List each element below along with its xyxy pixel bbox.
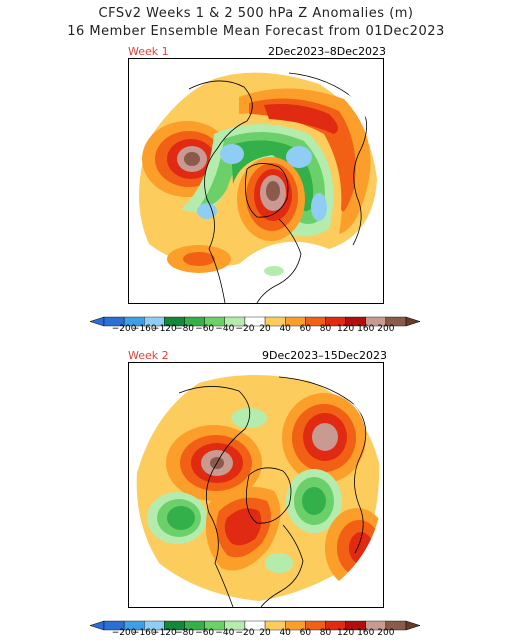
colorbar-tick-label: 80 [319, 324, 332, 334]
coastline [188, 80, 253, 303]
colorbar-tick-label: 40 [279, 628, 291, 638]
coastline [178, 386, 251, 607]
colorbar-week2: −200 −160 −120 −80 −60 −40 −20 20 40 60 80 120 160 20… [89, 616, 421, 642]
positive-anomaly-region [183, 252, 215, 266]
colorbar-tick-label: −120 [152, 628, 177, 638]
negative-anomaly-region [167, 506, 195, 530]
colorbar-tick-label: −200 [111, 628, 137, 638]
negative-anomaly-region [311, 193, 327, 221]
colorbar-tick-label: 160 [357, 628, 375, 638]
negative-anomaly-region [302, 487, 326, 515]
colorbar-tick-label: 40 [279, 324, 291, 334]
colorbar-arrow-high [405, 316, 421, 327]
colorbar-tick-label: 120 [337, 628, 355, 638]
chart-title-line2: 16 Member Ensemble Mean Forecast from 01… [67, 24, 445, 39]
coastline [256, 218, 302, 303]
colorbar-tick-label: 20 [259, 324, 271, 334]
colorbar-tick-label: −60 [195, 324, 215, 334]
colorbar-tick-label: −60 [195, 628, 215, 638]
negative-anomaly-region [220, 144, 244, 164]
colorbar-arrow-high [405, 620, 421, 631]
positive-anomaly-region [184, 152, 200, 166]
colorbar-tick-label: −20 [235, 628, 255, 638]
negative-anomaly-region [197, 203, 217, 219]
week1-date-range: 2Dec2023–8Dec2023 [268, 45, 387, 58]
week2-label: Week 2 [128, 349, 169, 362]
coastline [260, 524, 304, 607]
colorbar-swatches [89, 316, 421, 327]
colorbar-tick-label: −80 [175, 628, 195, 638]
negative-anomaly-region [265, 553, 293, 573]
colorbar-tick-label: 80 [319, 628, 332, 638]
colorbar-tick-label: 60 [299, 628, 312, 638]
coastline [278, 376, 367, 554]
positive-anomaly-region [349, 532, 373, 564]
colorbar-tick-label: −20 [235, 324, 255, 334]
week1-anomaly-map [128, 58, 384, 304]
colorbar-tick-labels: −200 −160 −120 −80 −60 −40 −20 20 40 60 80 120 160 20… [90, 628, 420, 640]
positive-anomaly-region [266, 181, 280, 201]
coastline [288, 72, 367, 246]
week2-date-range: 9Dec2023–15Dec2023 [262, 349, 388, 362]
colorbar-tick-label: −80 [175, 324, 195, 334]
colorbar-tick-labels: −200 −160 −120 −80 −60 −40 −20 20 40 60 80 120 160 20… [90, 324, 420, 336]
colorbar-tick-label: 20 [259, 628, 271, 638]
colorbar-tick-label: −40 [215, 324, 235, 334]
colorbar-tick-label: 200 [377, 324, 395, 334]
negative-anomaly-region [264, 266, 284, 276]
colorbar-swatches [89, 620, 421, 631]
week2-anomaly-map [128, 362, 384, 608]
colorbar-tick-label: −200 [111, 324, 137, 334]
colorbar-tick-label: −120 [152, 324, 177, 334]
coastline [245, 467, 292, 524]
colorbar-tick-label: 200 [377, 628, 395, 638]
colorbar-week1: −200 −160 −120 −80 −60 −40 −20 20 40 60 80 120 160 20… [89, 312, 421, 338]
colorbar-tick-label: 60 [299, 324, 312, 334]
colorbar-tick-label: 160 [357, 324, 375, 334]
chart-title-line1: CFSv2 Weeks 1 & 2 500 hPa Z Anomalies (m… [98, 6, 414, 21]
colorbar-tick-label: −160 [131, 324, 157, 334]
coastline [244, 163, 289, 218]
colorbar-tick-label: −40 [215, 628, 235, 638]
positive-anomaly-region [312, 423, 338, 451]
colorbar-tick-label: −160 [131, 628, 157, 638]
colorbar-tick-label: 120 [337, 324, 355, 334]
negative-anomaly-region [286, 146, 312, 168]
week1-label: Week 1 [128, 45, 169, 58]
positive-anomaly-region [264, 104, 338, 134]
